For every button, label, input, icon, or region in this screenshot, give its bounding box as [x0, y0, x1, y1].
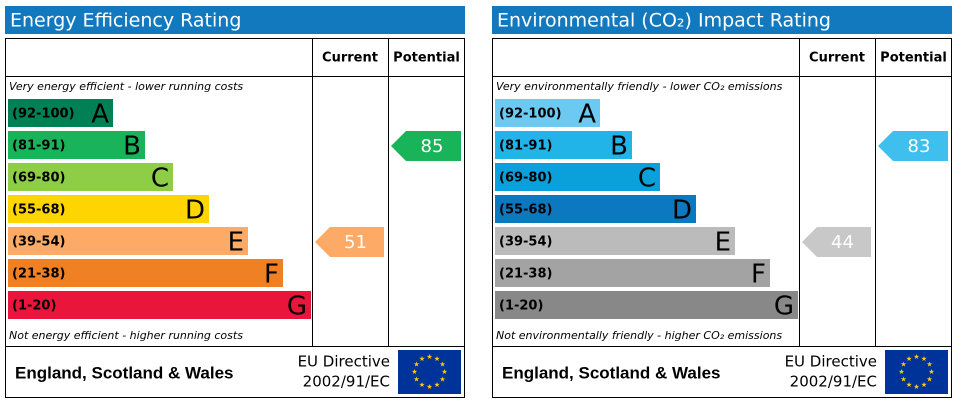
- directive-label: EU Directive: [785, 353, 877, 371]
- rating-band: [495, 131, 632, 159]
- flag-star: ★: [419, 355, 425, 363]
- region-label: England, Scotland & Wales: [15, 363, 234, 382]
- flag-star: ★: [441, 368, 447, 376]
- band-range: (39-54): [499, 235, 552, 250]
- band-letter: D: [672, 196, 692, 226]
- flag-star: ★: [439, 376, 445, 384]
- flag-star: ★: [439, 361, 445, 369]
- flag-star: ★: [928, 368, 934, 376]
- band-range: (55-68): [12, 203, 65, 218]
- band-range: (39-54): [12, 235, 65, 250]
- rating-band: [495, 195, 696, 223]
- column-header: Current: [322, 51, 378, 66]
- rating-value: 83: [908, 136, 931, 157]
- band-letter: A: [578, 100, 596, 130]
- flag-star: ★: [426, 353, 432, 361]
- flag-star: ★: [426, 383, 432, 391]
- top-note: Very energy efficient - lower running co…: [9, 80, 243, 93]
- band-letter: E: [715, 228, 731, 258]
- directive-number: 2002/91/EC: [790, 373, 877, 391]
- band-range: (92-100): [499, 107, 562, 122]
- band-range: (92-100): [12, 107, 75, 122]
- rating-band: [8, 131, 145, 159]
- rating-band: [495, 227, 735, 255]
- column-header: Potential: [880, 51, 947, 66]
- rating-panel: Energy Efficiency Rating Current Potential…: [5, 6, 465, 398]
- rating-arrow: [878, 131, 948, 161]
- band-range: (81-91): [12, 139, 65, 154]
- band-letter: G: [287, 292, 307, 322]
- rating-arrow: [391, 131, 461, 161]
- band-letter: D: [185, 196, 205, 226]
- flag-star: ★: [434, 381, 440, 389]
- band-letter: E: [228, 228, 244, 258]
- panel-title: Energy Efficiency Rating: [10, 10, 241, 32]
- flag-star: ★: [913, 383, 919, 391]
- rating-value: 51: [344, 232, 367, 253]
- flag-star: ★: [913, 353, 919, 361]
- band-letter: C: [638, 164, 656, 194]
- title-bar: [492, 6, 952, 34]
- flag-star: ★: [906, 355, 912, 363]
- band-range: (1-20): [12, 299, 56, 314]
- band-range: (69-80): [499, 171, 552, 186]
- panel-title: Environmental (CO₂) Impact Rating: [497, 10, 831, 32]
- band-letter: A: [91, 100, 109, 130]
- bottom-note: Not energy efficient - higher running co…: [9, 329, 243, 342]
- panel-frame: [5, 38, 465, 398]
- rating-band: [8, 99, 113, 127]
- eu-flag: [398, 350, 461, 394]
- flag-star: ★: [413, 376, 419, 384]
- flag-star: ★: [906, 381, 912, 389]
- flag-star: ★: [921, 355, 927, 363]
- rating-band: [8, 291, 311, 319]
- rating-band: [495, 259, 770, 287]
- rating-band: [8, 259, 283, 287]
- region-label: England, Scotland & Wales: [502, 363, 721, 382]
- band-letter: C: [151, 164, 169, 194]
- rating-band: [495, 99, 600, 127]
- rating-band: [495, 291, 798, 319]
- title-bar: [5, 6, 465, 34]
- band-range: (1-20): [499, 299, 543, 314]
- band-letter: F: [751, 260, 766, 290]
- flag-star: ★: [926, 376, 932, 384]
- band-range: (69-80): [12, 171, 65, 186]
- rating-band: [8, 163, 173, 191]
- directive-label: EU Directive: [298, 353, 390, 371]
- band-letter: F: [264, 260, 279, 290]
- rating-band: [8, 195, 209, 223]
- rating-band: [495, 163, 660, 191]
- directive-number: 2002/91/EC: [303, 373, 390, 391]
- flag-star: ★: [926, 361, 932, 369]
- flag-star: ★: [413, 361, 419, 369]
- flag-star: ★: [411, 368, 417, 376]
- flag-star: ★: [900, 361, 906, 369]
- eu-flag: [885, 350, 948, 394]
- band-range: (81-91): [499, 139, 552, 154]
- top-note: Very environmentally friendly - lower CO…: [496, 80, 783, 93]
- rating-arrow: [315, 227, 384, 257]
- flag-star: ★: [434, 355, 440, 363]
- flag-star: ★: [900, 376, 906, 384]
- bottom-note: Not environmentally friendly - higher CO…: [496, 329, 782, 342]
- rating-arrow: [802, 227, 871, 257]
- flag-star: ★: [898, 368, 904, 376]
- flag-star: ★: [921, 381, 927, 389]
- band-range: (55-68): [499, 203, 552, 218]
- rating-value: 85: [421, 136, 444, 157]
- band-range: (21-38): [499, 267, 552, 282]
- band-range: (21-38): [12, 267, 65, 282]
- flag-star: ★: [419, 381, 425, 389]
- panel-frame: [492, 38, 952, 398]
- band-letter: B: [610, 132, 628, 162]
- rating-panel: Environmental (CO₂) Impact Rating Current…: [492, 6, 952, 398]
- rating-band: [8, 227, 248, 255]
- band-letter: B: [123, 132, 141, 162]
- band-letter: G: [774, 292, 794, 322]
- column-header: Potential: [393, 51, 460, 66]
- rating-value: 44: [831, 232, 854, 253]
- column-header: Current: [809, 51, 865, 66]
